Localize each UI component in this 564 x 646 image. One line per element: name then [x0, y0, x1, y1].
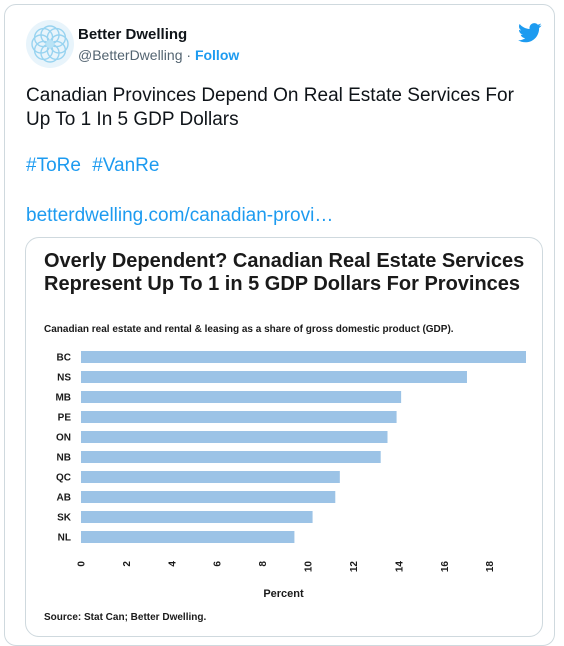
- bar-pe: [81, 411, 397, 423]
- x-tick-label: 18: [485, 561, 496, 573]
- category-label: NB: [57, 453, 71, 464]
- twitter-bird-icon[interactable]: [518, 23, 542, 43]
- bar-nl: [81, 531, 295, 543]
- bar-on: [81, 431, 388, 443]
- x-tick-label: 8: [258, 561, 269, 567]
- author-handle[interactable]: @BetterDwelling: [78, 47, 183, 63]
- x-tick-label: 6: [213, 561, 224, 567]
- chart-subtitle: Canadian real estate and rental & leasin…: [44, 324, 454, 335]
- category-label: BC: [57, 353, 71, 364]
- handle-row: @BetterDwelling · Follow: [78, 47, 239, 63]
- x-tick-label: 14: [394, 561, 405, 573]
- bar-chart: BC NS MB PE ON NB QC AB SK NL 0 2 4 6 8 10 12 14 16 18 Perce…: [55, 351, 526, 600]
- bar-mb: [81, 391, 402, 403]
- bar-nb: [81, 451, 381, 463]
- category-label: QC: [56, 473, 71, 484]
- category-label: PE: [58, 413, 72, 424]
- category-label: AB: [57, 493, 71, 504]
- x-tick-label: 2: [122, 561, 133, 567]
- bar-qc: [81, 471, 340, 483]
- category-label: SK: [57, 513, 72, 524]
- x-tick-label: 16: [440, 561, 451, 573]
- x-tick-label: 12: [349, 561, 360, 573]
- bar-ab: [81, 491, 336, 503]
- tweet-text: Canadian Provinces Depend On Real Estate…: [26, 85, 514, 130]
- hashtag-tore[interactable]: #ToRe: [26, 155, 81, 176]
- follow-button[interactable]: Follow: [194, 47, 240, 63]
- tweet-card: Better Dwelling @BetterDwelling · Follow…: [4, 4, 555, 646]
- chart-image[interactable]: Overly Dependent? Canadian Real Estate S…: [25, 237, 543, 637]
- hashtags: #ToRe #VanRe: [26, 155, 165, 177]
- x-tick-label: 10: [304, 561, 315, 573]
- bar-bc: [81, 351, 526, 363]
- category-label: ON: [56, 433, 71, 444]
- hashtag-vanre[interactable]: #VanRe: [92, 155, 160, 176]
- chart-title: Overly Dependent? Canadian Real Estate S…: [44, 250, 525, 295]
- x-tick-label: 0: [77, 561, 88, 567]
- category-label: NL: [58, 533, 71, 544]
- author-name[interactable]: Better Dwelling: [78, 26, 188, 43]
- x-tick-label: 4: [167, 561, 178, 567]
- bar-ns: [81, 371, 467, 383]
- category-label: NS: [57, 373, 71, 384]
- category-label: MB: [55, 393, 71, 404]
- chart-source: Source: Stat Can; Better Dwelling.: [44, 612, 207, 623]
- article-link[interactable]: betterdwelling.com/canadian-provi…: [26, 205, 334, 226]
- avatar[interactable]: [26, 20, 74, 68]
- separator-dot: ·: [186, 47, 192, 63]
- bar-sk: [81, 511, 313, 523]
- flower-logo-icon: [31, 25, 69, 63]
- x-axis-label: Percent: [263, 588, 304, 600]
